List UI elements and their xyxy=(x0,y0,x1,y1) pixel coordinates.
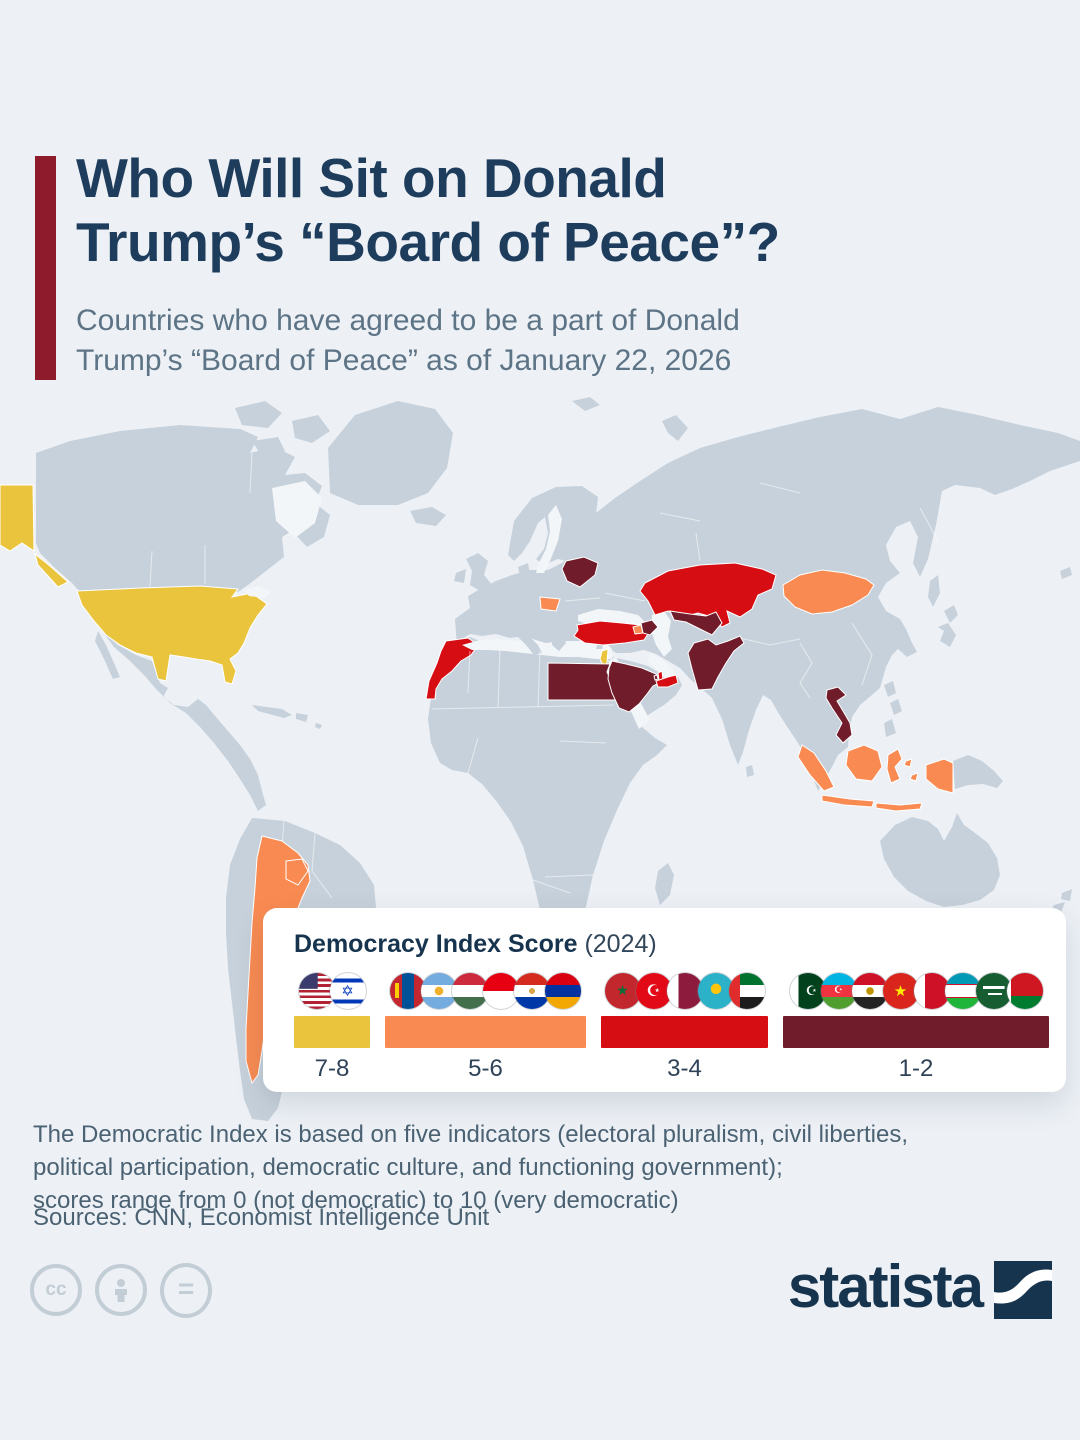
flag-armenia-icon xyxy=(545,973,581,1009)
page-title: Who Will Sit on Donald Trump’s “Board of… xyxy=(76,146,780,274)
map-landmass-british-isles-iceland xyxy=(410,507,492,591)
map-sea-hudson-bay xyxy=(272,481,322,538)
map-country-bahrain xyxy=(653,674,659,681)
map-country-indonesia xyxy=(797,744,954,812)
map-country-belarus xyxy=(561,556,599,588)
map-country-mongolia xyxy=(782,569,875,615)
flag-israel-icon xyxy=(329,973,366,1009)
legend-swatch-7-8 xyxy=(294,1016,370,1048)
legend-label-1-2: 1-2 xyxy=(898,1055,934,1082)
legend-title: Democracy Index Score (2024) xyxy=(294,930,1050,959)
map-landmass-canada xyxy=(36,425,330,592)
legend-group: 5-6 xyxy=(385,971,586,1083)
map-country-turkey xyxy=(573,620,651,646)
legend-groups: 7-8 5-6 3-4 1-2 xyxy=(294,971,1050,1083)
legend-flags-1-2 xyxy=(783,971,1049,1011)
page-subtitle-line1: Countries who have agreed to be a part o… xyxy=(76,304,740,337)
map-country-saudi-arabia xyxy=(607,660,662,713)
map-country-united-states xyxy=(0,484,268,685)
map-country-paraguay xyxy=(285,858,309,886)
statista-logo-icon xyxy=(994,1261,1052,1319)
map-landmass-madagascar xyxy=(655,863,674,905)
flag-bahrain-icon xyxy=(913,973,950,1009)
legend-flags-7-8 xyxy=(294,971,370,1011)
flag-saudi-arabia-icon xyxy=(975,973,1012,1009)
footnote-line3: scores range from 0 (not democratic) to … xyxy=(33,1187,679,1214)
map-landmass-australia xyxy=(880,813,1000,919)
flag-turkey-icon xyxy=(635,973,672,1009)
title-accent-bar xyxy=(35,156,56,380)
legend-label-3-4: 3-4 xyxy=(667,1055,702,1082)
creative-commons-icon[interactable]: cc xyxy=(30,1264,82,1316)
flag-united-states-icon xyxy=(298,973,335,1009)
sources-line: Sources: CNN, Economist Intelligence Uni… xyxy=(33,1204,490,1231)
legend-flags-3-4 xyxy=(601,971,768,1011)
flag-uzbekistan-icon xyxy=(944,973,981,1009)
legend-title-text: Democracy Index Score xyxy=(294,930,578,958)
flag-hungary-icon xyxy=(452,973,488,1009)
page-subtitle: Countries who have agreed to be a part o… xyxy=(76,301,740,381)
map-country-pakistan xyxy=(687,635,745,691)
legend-card: Democracy Index Score (2024) 7-8 5-6 3-4 xyxy=(263,908,1066,1092)
map-country-hungary xyxy=(539,596,561,612)
map-landmass-mexico-central-america xyxy=(95,631,266,811)
flag-mongolia-icon xyxy=(390,973,426,1009)
page-title-line2: Trump’s “Board of Peace”? xyxy=(76,211,780,273)
map-country-kazakhstan xyxy=(639,562,777,628)
map-country-azerbaijan xyxy=(640,619,659,636)
map-country-vietnam xyxy=(825,686,853,744)
legend-label-7-8: 7-8 xyxy=(314,1055,350,1082)
flag-argentina-icon xyxy=(421,973,457,1009)
map-sea-caspian xyxy=(651,611,672,657)
legend-title-year: (2024) xyxy=(584,930,657,958)
map-landmass-arctic-islands xyxy=(235,401,330,457)
map-country-egypt xyxy=(547,662,619,701)
legend-flags-5-6 xyxy=(385,971,586,1011)
map-landmass-greenland xyxy=(328,401,453,505)
attribution-person-icon[interactable] xyxy=(95,1264,147,1316)
flag-azerbaijan-icon xyxy=(820,973,857,1009)
flag-morocco-icon xyxy=(604,973,641,1009)
flag-egypt-icon xyxy=(851,973,888,1009)
flag-qatar-icon xyxy=(666,973,703,1009)
equal-license-icon[interactable]: = xyxy=(160,1262,212,1318)
page-subtitle-line2: Trump’s “Board of Peace” as of January 2… xyxy=(76,344,732,377)
bottom-row: cc = statista xyxy=(30,1257,1052,1323)
flag-vietnam-icon xyxy=(882,973,919,1009)
legend-group: 7-8 xyxy=(294,971,370,1083)
legend-swatch-1-2 xyxy=(783,1016,1049,1048)
footnote-line2: political participation, democratic cult… xyxy=(33,1154,783,1181)
flag-united-arab-emirates-icon xyxy=(728,973,765,1009)
statista-branding[interactable]: statista xyxy=(788,1257,1052,1323)
flag-belarus-icon xyxy=(1006,973,1043,1009)
map-country-uzbekistan xyxy=(669,610,723,636)
legend-swatch-3-4 xyxy=(601,1016,768,1048)
map-landmass-caribbean xyxy=(252,705,322,729)
legend-group: 3-4 xyxy=(601,971,768,1083)
legend-label-5-6: 5-6 xyxy=(468,1055,503,1082)
statista-wordmark: statista xyxy=(787,1253,984,1320)
map-landmass-africa xyxy=(428,637,667,950)
flag-kazakhstan-icon xyxy=(697,973,734,1009)
flag-indonesia-icon xyxy=(483,973,519,1009)
map-country-united-arab-emirates xyxy=(655,674,679,688)
map-sea-persian-gulf xyxy=(648,653,678,683)
legend-group: 1-2 xyxy=(783,971,1049,1083)
license-badges: cc = xyxy=(30,1262,212,1318)
map-landmass-italy-greece xyxy=(518,625,603,662)
map-sea-great-lakes xyxy=(243,586,271,598)
map-sea-baltic xyxy=(536,505,562,573)
map-landmass-arctic-europe-islands xyxy=(572,397,688,441)
map-landmass-new-guinea xyxy=(953,755,1003,789)
page-title-line1: Who Will Sit on Donald xyxy=(76,147,667,209)
footnote-line1: The Democratic Index is based on five in… xyxy=(33,1121,909,1148)
footnote: The Democratic Index is based on five in… xyxy=(33,1118,908,1217)
flag-paraguay-icon xyxy=(514,973,550,1009)
map-landmass-eurasia xyxy=(455,407,1080,791)
world-map xyxy=(0,393,1080,1133)
legend-swatch-5-6 xyxy=(385,1016,586,1048)
